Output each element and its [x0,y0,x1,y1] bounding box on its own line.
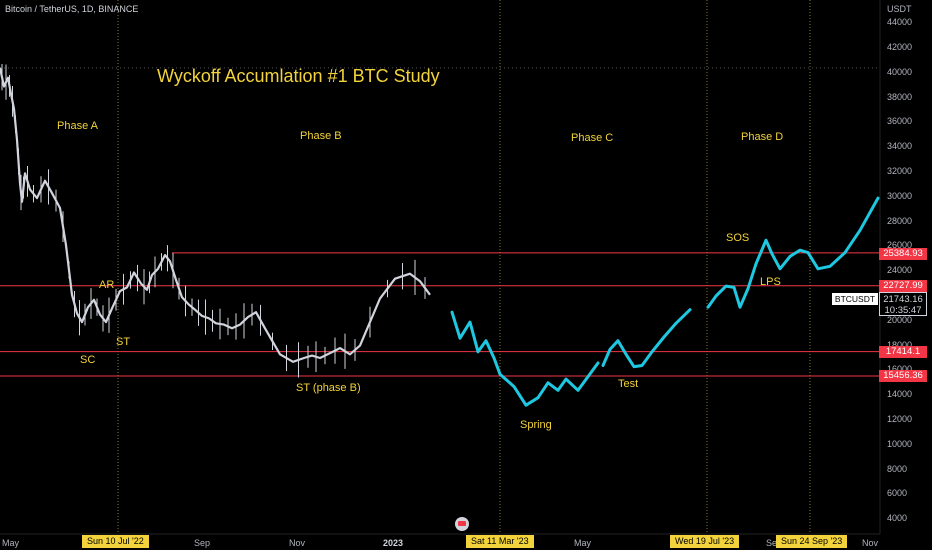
y-tick-label: 8000 [887,464,908,474]
symbol-price-tag: BTCUSDT [832,293,878,305]
x-axis-label: May [2,538,20,548]
date-marker: Sat 11 Mar '23 [466,535,534,548]
x-axis-label: Nov [289,538,306,548]
phase-b-label: Phase B [300,130,342,142]
y-tick-label: 28000 [887,216,913,226]
level-price-label[interactable]: 17414.1 [879,346,927,358]
chart-title: Wyckoff Accumlation #1 BTC Study [157,66,440,86]
event-st: ST [116,336,131,348]
current-price: 21743.16 [883,294,923,305]
y-tick-label: 12000 [887,414,913,424]
projection-spring-line [450,310,600,407]
y-tick-label: 20000 [887,315,913,325]
y-tick-label: 44000 [887,17,913,27]
phase-c-label: Phase C [571,132,614,144]
x-axis-label: Se [766,538,778,548]
y-tick-label: 32000 [887,166,913,176]
bar-countdown: 10:35:47 [884,305,922,316]
y-tick-label: 40000 [887,67,913,77]
event-sos: SOS [726,232,750,244]
y-tick-label: 36000 [887,116,913,126]
current-price-box: 21743.16 10:35:47 [879,292,927,316]
x-axis-label: May [574,538,592,548]
phase-a-label: Phase A [57,120,98,132]
event-sc: SC [80,354,96,366]
symbol-title[interactable]: Bitcoin / TetherUS, 1D, BINANCE [5,4,139,14]
axis-unit: USDT [887,4,912,14]
date-marker: Wed 19 Jul '23 [670,535,740,548]
event-ar: AR [99,279,115,291]
y-tick-label: 24000 [887,265,913,275]
y-tick-label: 10000 [887,439,913,449]
y-tick-label: 18000 [887,340,913,350]
y-tick-label: 14000 [887,389,913,399]
price-series-line [0,67,431,363]
x-axis-label: Nov [862,538,879,548]
level-price-label[interactable]: 22727.99 [879,280,927,292]
event-st-phase-b: ST (phase B) [296,382,361,394]
date-marker: Sun 24 Sep '23 [776,535,848,548]
x-axis-label: 2023 [383,538,404,548]
level-price-label[interactable]: 15456.36 [879,370,927,382]
event-lps: LPS [760,276,781,288]
event-spring: Spring [520,419,552,431]
y-tick-label: 16000 [887,364,913,374]
y-tick-label: 26000 [887,240,913,250]
flag-icon[interactable] [455,517,469,531]
y-tick-label: 30000 [887,191,913,201]
projection-markup-line [706,196,880,309]
y-tick-label: 38000 [887,92,913,102]
y-tick-label: 34000 [887,141,913,151]
y-tick-label: 6000 [887,488,908,498]
level-price-label[interactable]: 25384.93 [879,248,927,260]
phase-d-label: Phase D [741,131,784,143]
y-tick-label: 42000 [887,42,913,52]
projection-test-line [601,308,692,369]
event-test: Test [618,378,639,390]
x-axis-label: Sep [194,538,211,548]
y-tick-label: 4000 [887,513,908,523]
date-marker: Sun 10 Jul '22 [82,535,149,548]
